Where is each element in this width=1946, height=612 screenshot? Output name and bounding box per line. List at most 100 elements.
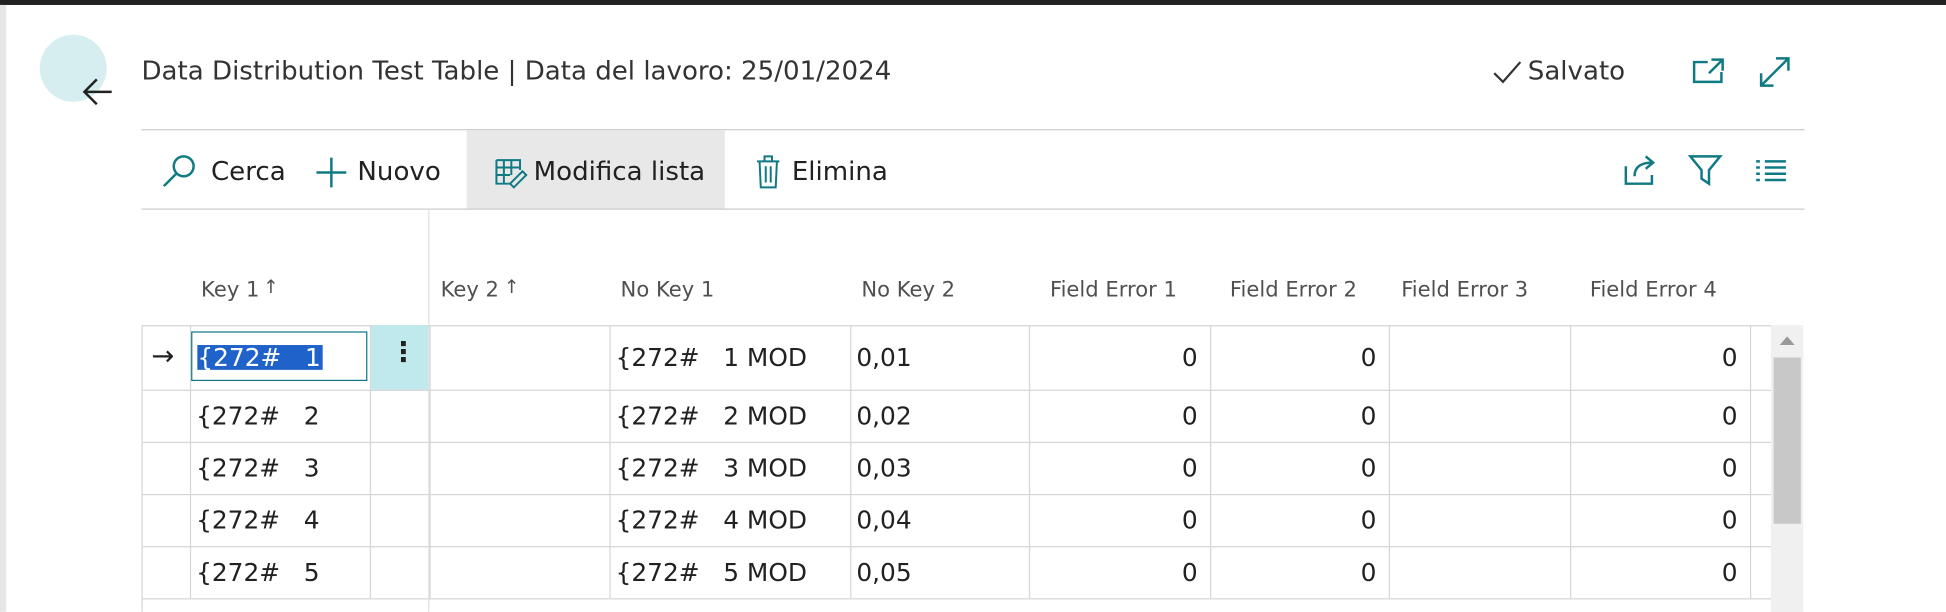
divider [141,129,1805,131]
cell-border [369,493,372,547]
cell-border [850,546,852,599]
table-cell: 0 [1360,400,1377,431]
column-header[interactable]: Field Error 1 [1049,278,1177,303]
sort-arrow: ↑ [503,275,520,298]
delete-icon [757,155,780,189]
cell-border [1749,493,1752,547]
table-cell: 0 [1181,400,1198,431]
cell-border [609,441,611,494]
cell-border [141,546,143,599]
cell-border [189,493,192,547]
cell-border [609,325,611,390]
table-cell: 0 [1360,505,1377,535]
freeze-divider [428,209,430,612]
cell-border [141,389,143,442]
current-row-arrow: → [151,341,175,373]
cell-border [1210,389,1212,442]
filter-icon[interactable] [1687,154,1723,187]
table-cell: {272# 3 [196,453,320,483]
cell-border [1388,546,1391,599]
cell-border [1210,441,1212,494]
cell-border [1388,389,1391,442]
search-icon [162,155,195,188]
delete-action[interactable]: Elimina [791,156,888,187]
menu-cell [371,325,429,390]
search-action[interactable]: Cerca [210,156,286,187]
column-header[interactable]: Key 1 [201,278,260,303]
cell-border [850,441,852,494]
cell-border [141,441,143,494]
table-cell: 0,04 [856,505,912,535]
table-cell: {272# 5 [196,557,320,588]
cell-border [1569,389,1572,442]
row-border [141,598,1772,600]
cell-border [429,546,431,599]
cell-border [189,546,192,599]
scrollbar[interactable] [1771,325,1804,612]
table-cell: 0,02 [856,400,912,431]
cell-border [1749,441,1752,494]
cell-border [1749,546,1752,599]
scroll-thumb [1773,357,1801,524]
back-button[interactable] [39,34,113,106]
table-cell: 0 [1360,342,1377,373]
cell-border [429,389,431,442]
column-header[interactable]: Field Error 4 [1589,278,1717,303]
top-bar [0,0,1946,5]
open-new-window[interactable] [1692,57,1725,87]
new-action[interactable]: Nuovo [357,156,441,187]
cell-border [369,546,372,599]
table-cell: 0,05 [856,557,912,588]
table-cell: 0 [1360,557,1377,588]
row-border [141,441,1772,444]
table-cell: {272# 2 MOD [615,400,807,431]
cell-border [1028,441,1031,494]
cell-border [1210,493,1212,547]
cell-border [1388,441,1391,494]
sort-arrow: ↑ [263,275,279,298]
cell-border [1210,546,1212,599]
table-cell: 0 [1721,505,1738,535]
active-action-bg [466,130,725,209]
row-border [141,598,143,612]
edit-box [191,331,368,382]
cell-border [369,441,372,494]
cell-border [1569,325,1572,390]
cell-border [189,389,192,442]
table-cell: 0,01 [856,342,912,373]
column-header[interactable]: Field Error 2 [1229,278,1357,303]
cell-border [429,493,431,547]
cell-border [1749,389,1752,442]
column-header[interactable]: No Key 1 [620,278,715,303]
edit-list-action[interactable]: Modifica lista [533,156,706,187]
column-header[interactable]: No Key 2 [861,278,956,303]
divider [141,208,1805,210]
cell-border [850,493,852,547]
table-cell: {272# 4 [196,505,320,535]
table-cell: 0 [1721,557,1738,588]
row-menu: ⋮ [389,337,418,369]
check-icon [1493,61,1522,84]
cell-border [369,325,372,390]
cell-border [609,389,611,442]
list-icon[interactable] [1755,159,1787,184]
table-cell: 0 [1181,557,1198,588]
table-cell: {272# 4 MOD [615,505,807,535]
cell-border [1749,325,1752,390]
page-title: Data Distribution Test Table | Data del … [141,55,892,86]
table-cell: {272# 3 MOD [615,453,807,483]
expand[interactable] [1759,56,1791,88]
column-header[interactable]: Field Error 3 [1401,278,1529,303]
cell-border [429,441,431,494]
table-cell: 0 [1181,505,1198,535]
share-icon[interactable] [1624,154,1657,186]
cell-border [429,325,431,390]
column-header[interactable]: Key 2 [440,278,499,303]
cell-border [1388,325,1391,390]
table-cell: 0 [1721,453,1738,483]
cell-border [141,325,143,390]
table-cell: 0 [1721,400,1738,431]
left-edge [0,4,7,612]
